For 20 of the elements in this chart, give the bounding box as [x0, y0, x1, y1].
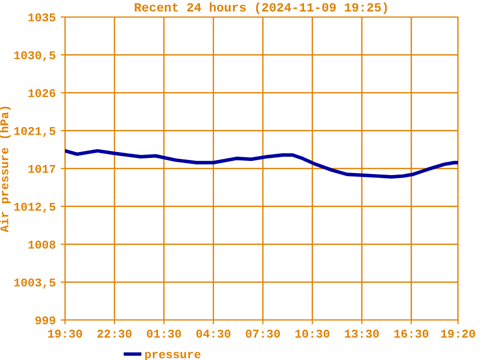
y-tick-label: 1003,5	[14, 278, 56, 288]
y-tick-label: 1035	[28, 13, 56, 22]
x-tick-label: 01:30	[146, 330, 181, 338]
chart-title: Recent 24 hours (2024-11-09 19:25)	[134, 2, 387, 14]
y-tick-label: 1030,5	[14, 51, 56, 62]
x-tick-label: 13:30	[344, 330, 379, 338]
y-tick-label: 1017	[28, 164, 56, 173]
y-tick-label: 1021,5	[14, 127, 56, 137]
x-tick-label: 19:30	[48, 330, 82, 338]
x-tick-label: 19:20	[441, 330, 476, 338]
y-axis-title: Air pressure (hPa)	[0, 106, 11, 232]
x-tick-label: 07:30	[246, 330, 280, 338]
y-tick-label: 999	[35, 316, 56, 324]
y-tick-label: 1026	[28, 89, 56, 98]
x-tick-label: 10:30	[295, 330, 330, 338]
x-tick-label: 04:30	[196, 330, 230, 338]
y-tick-label: 1008	[28, 240, 56, 249]
x-tick-label: 16:30	[394, 330, 428, 338]
y-tick-label: 1012,5	[14, 202, 56, 213]
x-tick-label: 22:30	[97, 330, 132, 338]
